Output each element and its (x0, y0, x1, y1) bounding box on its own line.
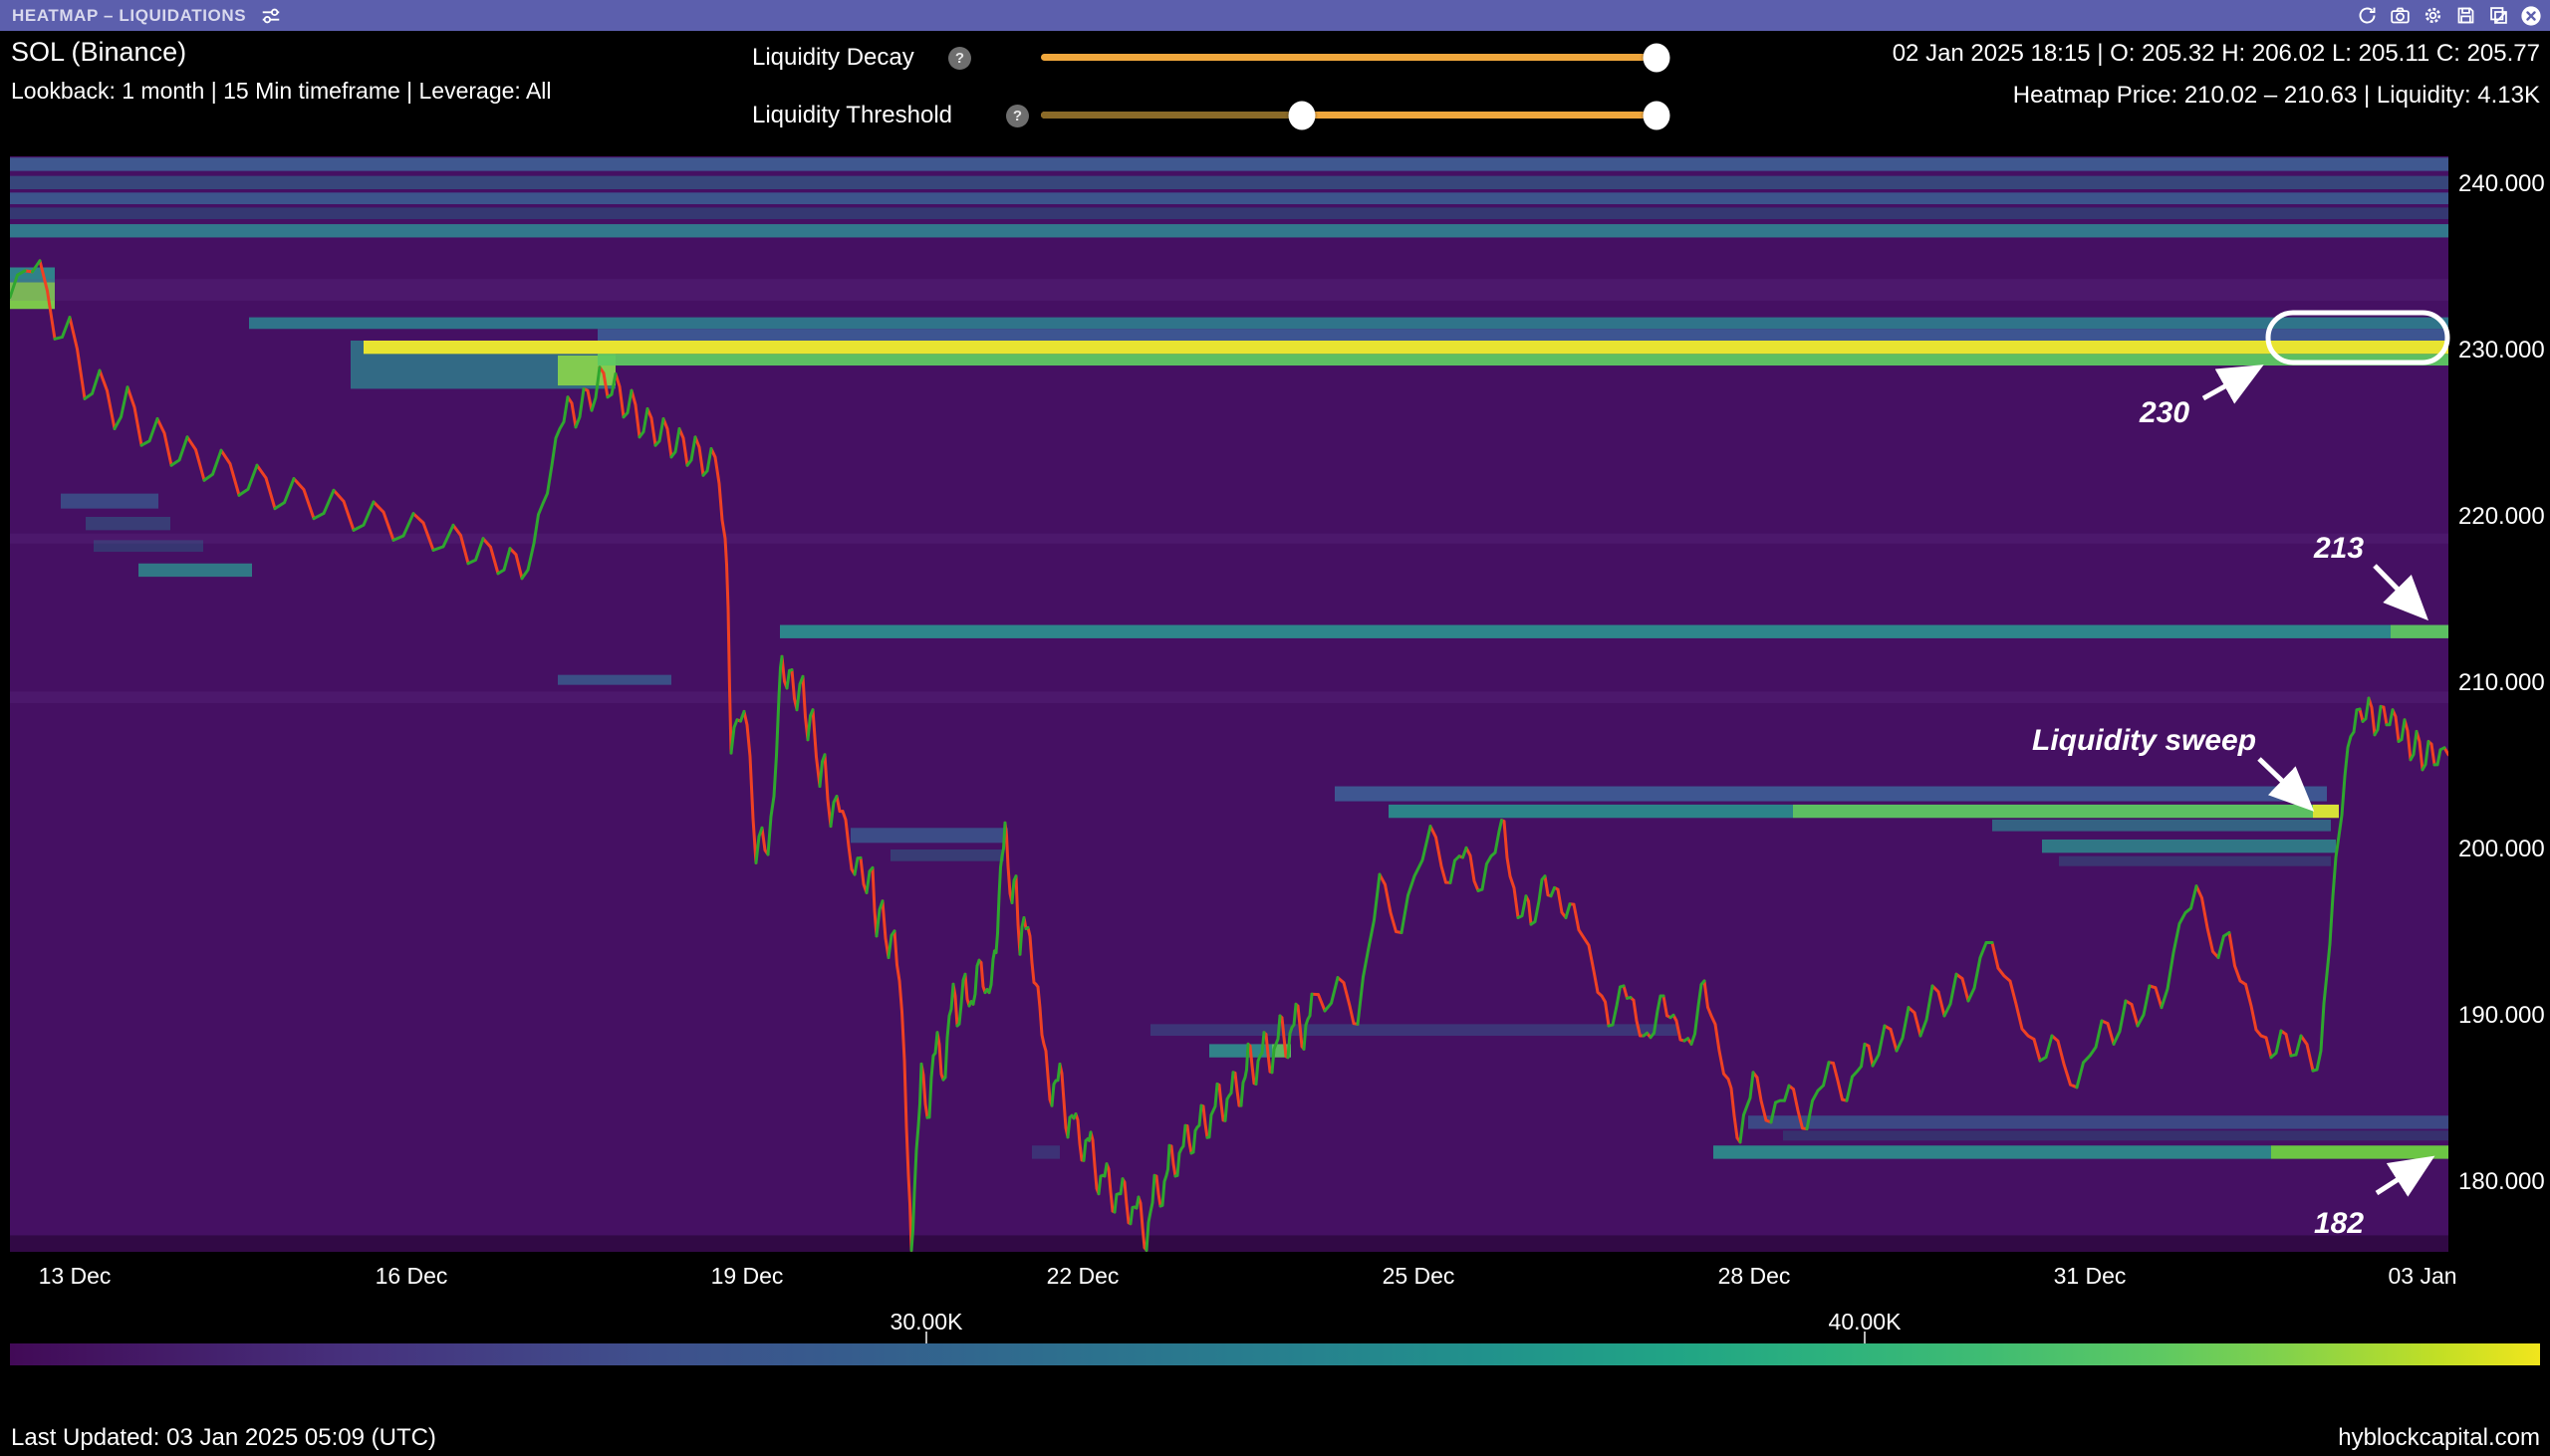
liquidity-band (10, 1235, 2448, 1252)
symbol-title: SOL (Binance) (11, 37, 187, 67)
liquidity-band (1209, 1044, 1272, 1058)
lookback-settings: Lookback: 1 month | 15 Min timeframe | L… (11, 78, 552, 104)
y-axis-label: 190.000 (2458, 1002, 2545, 1029)
y-axis-label: 180.000 (2458, 1168, 2545, 1195)
liquidity-band (10, 192, 2448, 205)
liquidity-band (1748, 1115, 2448, 1129)
liquidity-band (138, 563, 252, 578)
liquidity-threshold-label: Liquidity Threshold (752, 102, 953, 128)
title-bar: HEATMAP – LIQUIDATIONS (0, 0, 2550, 31)
liquidity-band (2059, 855, 2331, 866)
refresh-icon[interactable] (2356, 5, 2378, 27)
titlebar-actions (2356, 5, 2550, 27)
price-line-up (10, 259, 2446, 1252)
liquidity-band (598, 329, 2448, 341)
annotation-arrow (2373, 564, 2428, 621)
highlight-pill (2265, 310, 2450, 365)
liquidity-decay-slider[interactable] (1041, 43, 1670, 72)
x-axis-label: 22 Dec (1046, 1263, 1120, 1289)
x-axis-label: 31 Dec (2053, 1263, 2127, 1289)
liquidity-band (61, 493, 158, 509)
x-axis-label: 25 Dec (1382, 1263, 1455, 1289)
liquidity-band (558, 674, 671, 685)
liquidity-band (10, 224, 2448, 238)
colorbar-label: 40.00K (1828, 1309, 1902, 1335)
liquidity-band (1783, 1130, 2448, 1141)
liquidity-band (891, 849, 1004, 861)
liquidity-colorbar (10, 1343, 2540, 1365)
annotation-arrow (2257, 757, 2315, 812)
site-watermark: hyblockcapital.com (2338, 1424, 2540, 1451)
liquidity-threshold-help-icon[interactable]: ? (1006, 105, 1029, 127)
liquidity-band (598, 354, 2448, 366)
x-axis-label: 28 Dec (1717, 1263, 1791, 1289)
filters-icon[interactable] (260, 5, 282, 27)
save-icon[interactable] (2454, 5, 2476, 27)
annotation-text: 230 (2139, 396, 2189, 429)
liquidity-decay-help-icon[interactable]: ? (948, 47, 971, 70)
y-axis-label: 230.000 (2458, 337, 2545, 364)
threshold-dim-track (1041, 112, 1303, 119)
page-title: HEATMAP – LIQUIDATIONS (12, 5, 247, 25)
heatmap-price-readout: Heatmap Price: 210.02 – 210.63 | Liquidi… (2012, 82, 2540, 109)
liquidity-band (851, 828, 1008, 844)
colorbar-label: 30.00K (890, 1309, 963, 1335)
liquidity-band (10, 691, 2448, 704)
annotation-text: 213 (2313, 532, 2364, 565)
liquidity-band (10, 207, 2448, 220)
last-updated: Last Updated: 03 Jan 2025 05:09 (UTC) (11, 1424, 436, 1451)
annotation-text: Liquidity sweep (2032, 724, 2256, 757)
liquidity-band (86, 517, 170, 531)
liquidity-decay-label: Liquidity Decay (752, 44, 914, 71)
y-axis-label: 240.000 (2458, 170, 2545, 197)
liquidity-band (2391, 624, 2448, 638)
liquidity-band (1992, 819, 2331, 832)
liquidity-band (1032, 1145, 1060, 1159)
ohlc-readout: 02 Jan 2025 18:15 | O: 205.32 H: 206.02 … (1892, 40, 2540, 67)
liquidity-decay-thumb[interactable] (1643, 43, 1670, 72)
x-axis-label: 19 Dec (710, 1263, 784, 1289)
liquidity-band (1335, 786, 2327, 802)
liquidity-band (10, 279, 2448, 301)
x-axis-label: 16 Dec (375, 1263, 448, 1289)
y-axis-label: 210.000 (2458, 669, 2545, 696)
liquidity-band (10, 175, 2448, 190)
liquidity-band (1713, 1145, 2271, 1159)
liquidity-band (1150, 1024, 1677, 1037)
liquidity-band (2313, 804, 2339, 819)
liquidity-band (364, 340, 2448, 355)
panels-icon[interactable] (2487, 5, 2509, 27)
liquidity-threshold-thumb-high[interactable] (1643, 101, 1670, 129)
liquidity-threshold-thumb-low[interactable] (1288, 101, 1316, 129)
liquidity-band (1389, 804, 1793, 819)
liquidity-band (780, 624, 2391, 638)
y-axis-label: 220.000 (2458, 503, 2545, 530)
colorbar-tick (1864, 1332, 1866, 1343)
y-axis-label: 200.000 (2458, 836, 2545, 862)
liquidity-band (10, 157, 2448, 171)
annotation-arrow (2375, 1155, 2435, 1197)
camera-icon[interactable] (2389, 5, 2411, 27)
liquidity-band (249, 317, 2448, 330)
liquidity-threshold-slider[interactable] (1041, 101, 1670, 129)
liquidity-band (2271, 1145, 2448, 1159)
liquidity-band (1793, 804, 2313, 819)
gear-icon[interactable] (2422, 5, 2443, 27)
x-axis-label: 13 Dec (38, 1263, 112, 1289)
close-icon[interactable] (2520, 5, 2542, 27)
liquidity-band (2042, 839, 2336, 853)
annotation-arrow (2201, 364, 2264, 404)
x-axis-label: 03 Jan (2388, 1263, 2457, 1289)
annotation-text: 182 (2314, 1207, 2364, 1240)
liquidity-band (94, 540, 203, 553)
colorbar-tick (925, 1332, 927, 1343)
liquidity-band (10, 533, 2448, 544)
